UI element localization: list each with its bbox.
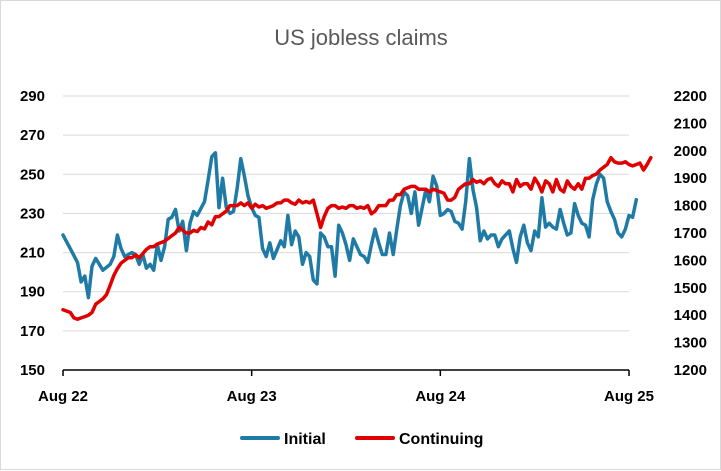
series-line-initial <box>61 151 639 300</box>
right-tick-label: 1400 <box>674 307 707 324</box>
left-tick-label: 270 <box>20 127 45 144</box>
left-tick-label: 210 <box>20 245 45 262</box>
right-tick-label: 2000 <box>674 143 707 160</box>
legend: Initial Continuing <box>240 431 483 448</box>
x-tick-label: Aug 24 <box>415 388 466 405</box>
right-tick-label: 2200 <box>674 88 707 105</box>
left-tick-label: 250 <box>20 166 45 183</box>
x-tick-label: Aug 22 <box>38 388 88 405</box>
left-tick-label: 230 <box>20 205 45 222</box>
right-tick-label: 1700 <box>674 225 707 242</box>
right-tick-label: 2100 <box>674 115 707 132</box>
right-tick-label: 1900 <box>674 170 707 187</box>
right-tick-label: 1300 <box>674 335 707 352</box>
chart-title: US jobless claims <box>274 25 448 50</box>
right-tick-label: 1600 <box>674 252 707 269</box>
left-tick-label: 170 <box>20 323 45 340</box>
series-line-continuing <box>61 155 653 322</box>
left-tick-label: 150 <box>20 362 45 379</box>
x-axis: Aug 22 Aug 23 Aug 24 Aug 25 <box>38 369 654 405</box>
legend-item-continuing: Continuing <box>355 431 483 448</box>
right-axis-ticks: 1200 1300 1400 1500 1600 1700 1800 1900 2000 2100… <box>674 88 707 379</box>
gridlines <box>63 95 629 371</box>
right-tick-label: 1800 <box>674 198 707 215</box>
legend-label: Initial <box>284 431 326 448</box>
left-tick-label: 290 <box>20 88 45 105</box>
legend-label: Continuing <box>399 431 483 448</box>
right-tick-label: 1500 <box>674 280 707 297</box>
x-tick-label: Aug 25 <box>604 388 654 405</box>
series-lines <box>61 151 653 322</box>
left-tick-label: 190 <box>20 284 45 301</box>
left-axis-ticks: 150 170 190 210 230 250 270 290 <box>20 88 45 379</box>
right-tick-label: 1200 <box>674 362 707 379</box>
x-tick-label: Aug 23 <box>227 388 277 405</box>
legend-item-initial: Initial <box>240 431 326 448</box>
